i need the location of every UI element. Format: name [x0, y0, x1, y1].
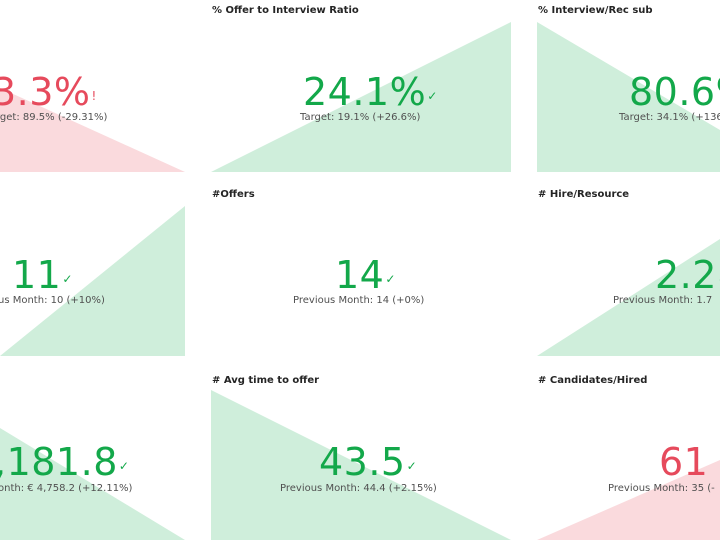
trend-background — [0, 428, 185, 540]
kpi-target: rget: 89.5% (-29.31%) — [0, 112, 108, 123]
kpi-card-avg-time-to-offer[interactable]: # Avg time to offer 43.5✓ Previous Month… — [211, 368, 511, 540]
trend-background — [211, 390, 511, 540]
tile-title: % Interview/Rec sub — [538, 5, 653, 16]
tile-title: # Avg time to offer — [212, 375, 320, 386]
kpi-value: 11✓ — [12, 253, 73, 297]
kpi-value: 2.2✓ — [655, 256, 720, 294]
kpi-previous: onth: € 4,758.2 (+12.11%) — [0, 483, 133, 494]
kpi-value: ,181.8✓ — [0, 440, 130, 484]
kpi-card-candidates-hired[interactable]: # Candidates/Hired 61 Previous Month: 35… — [537, 368, 720, 540]
kpi-card-4[interactable]: 11✓ us Month: 10 (+10%) — [0, 184, 185, 356]
kpi-card-offer-to-interview-ratio[interactable]: % Offer to Interview Ratio 24.1%✓ Target… — [211, 0, 511, 172]
kpi-card-interview-rec-sub[interactable]: % Interview/Rec sub 80.6% Target: 34.1% … — [537, 0, 720, 172]
tile-title: # Candidates/Hired — [538, 375, 648, 386]
kpi-previous: us Month: 10 (+10%) — [0, 295, 105, 306]
kpi-previous: Previous Month: 44.4 (+2.15%) — [280, 483, 437, 494]
check-icon: ✓ — [718, 272, 720, 286]
kpi-value: 43.5✓ — [319, 440, 418, 484]
kpi-value: 24.1%✓ — [303, 70, 438, 114]
check-icon: ✓ — [385, 272, 396, 286]
trend-background — [537, 239, 720, 356]
kpi-card-1[interactable]: 3.3%! rget: 89.5% (-29.31%) — [0, 0, 185, 172]
tile-title: #Offers — [212, 189, 255, 200]
kpi-previous: Previous Month: 35 (- — [608, 483, 715, 494]
kpi-card-hire-resource[interactable]: # Hire/Resource 2.2✓ Previous Month: 1.7 — [537, 184, 720, 356]
kpi-value: 80.6% — [629, 70, 720, 114]
check-icon: ✓ — [118, 459, 130, 473]
kpi-previous: Previous Month: 14 (+0%) — [293, 295, 425, 306]
kpi-previous: Previous Month: 1.7 — [613, 295, 713, 306]
kpi-value: 14✓ — [335, 253, 396, 297]
kpi-card-7[interactable]: ,181.8✓ onth: € 4,758.2 (+12.11%) — [0, 368, 185, 540]
kpi-value: 61 — [659, 440, 709, 484]
trend-background — [537, 22, 720, 172]
kpi-value: 3.3%! — [0, 70, 97, 114]
trend-background — [0, 88, 185, 172]
trend-background — [537, 460, 720, 540]
kpi-target: Target: 34.1% (+136 — [619, 112, 720, 123]
check-icon: ✓ — [62, 272, 73, 286]
trend-background — [0, 206, 185, 356]
check-icon: ✓ — [406, 459, 418, 473]
tile-title: % Offer to Interview Ratio — [212, 5, 359, 16]
tile-title: # Hire/Resource — [538, 189, 630, 200]
trend-background — [211, 22, 511, 172]
alert-icon: ! — [91, 89, 97, 103]
kpi-card-offers[interactable]: #Offers 14✓ Previous Month: 14 (+0%) — [211, 184, 511, 356]
kpi-target: Target: 19.1% (+26.6%) — [300, 112, 421, 123]
check-icon: ✓ — [427, 89, 438, 103]
